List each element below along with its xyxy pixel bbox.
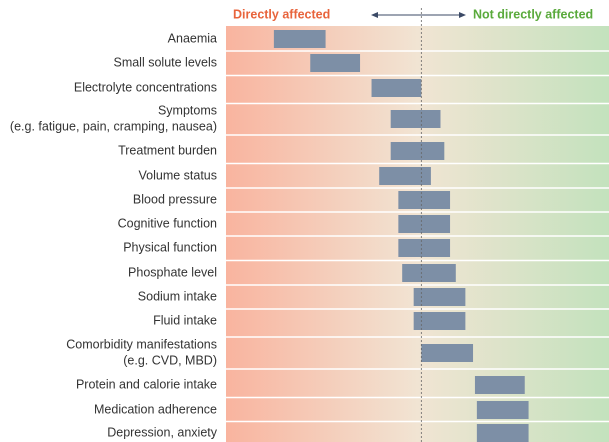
category-label: Electrolyte concentrations [74,80,217,94]
range-bar [390,142,445,160]
range-bar [476,424,529,442]
left-heading: Directly affected [233,7,330,21]
range-bar [413,312,466,330]
category-label: Physical function [123,240,217,254]
category-label: Depression, anxiety [107,425,218,439]
range-bar [390,110,441,128]
category-label: Fluid intake [153,313,217,327]
range-bar [413,288,466,306]
range-bar [398,239,451,257]
category-label: Symptoms [158,103,217,117]
category-note: (e.g. fatigue, pain, cramping, nausea) [10,119,217,133]
category-note: (e.g. CVD, MBD) [123,353,217,367]
category-label: Volume status [138,168,217,182]
range-bar [310,54,361,72]
category-label: Treatment burden [118,143,217,157]
range-bar [379,167,431,185]
category-label: Anaemia [168,31,217,45]
category-label: Blood pressure [133,192,217,206]
range-bar [421,344,474,362]
range-bar [273,30,326,48]
range-bar [476,401,529,419]
category-label: Medication adherence [94,402,217,416]
range-bar [398,215,451,233]
right-heading: Not directly affected [473,7,593,21]
range-bar [371,79,422,97]
category-label: Comorbidity manifestations [66,337,217,351]
category-label: Cognitive function [118,216,217,230]
range-bar [402,264,456,282]
range-bar [474,376,525,394]
range-bar [398,191,451,209]
category-label: Small solute levels [113,55,217,69]
category-label: Phosphate level [128,265,217,279]
category-label: Protein and calorie intake [76,377,217,391]
category-label: Sodium intake [138,289,217,303]
